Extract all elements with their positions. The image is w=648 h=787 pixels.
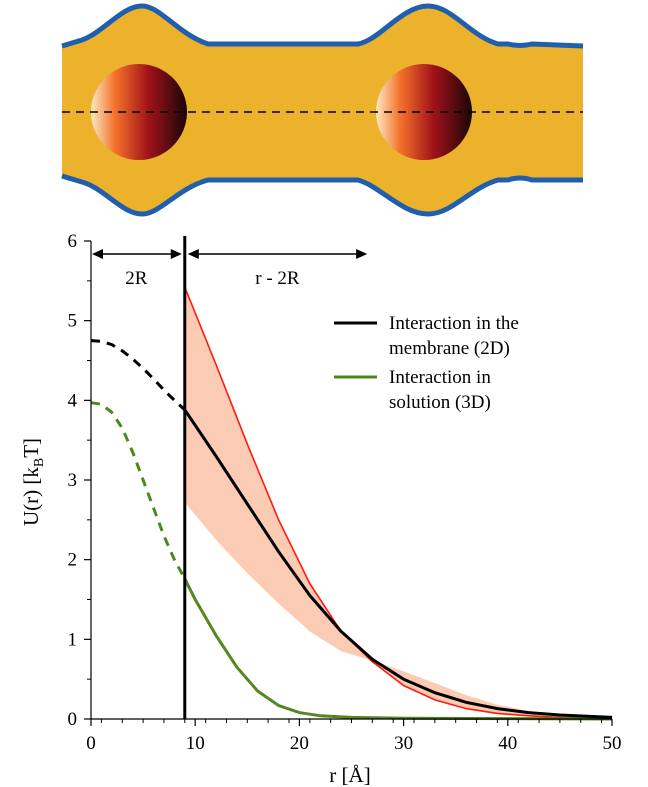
span-r-minus-2r-arrowhead-left (187, 249, 199, 259)
y-tick-label: 6 (68, 231, 78, 252)
x-tick-label: 10 (186, 733, 205, 754)
series-layer (90, 236, 613, 721)
legend-label-0-0: Interaction in the (389, 313, 519, 334)
membrane-top-edge (61, 3, 584, 49)
band-layer (184, 287, 613, 719)
series-2d-line (183, 409, 613, 719)
axes-layer: 0 10 20 30 40 50 0 1 2 3 4 5 6 r [Å] U(r) [kBT] (19, 231, 622, 787)
series-upper-bound-line (184, 286, 613, 719)
y-tick-label: 5 (68, 311, 78, 332)
legend-label-1-0: Interaction in (389, 367, 491, 388)
x-tick-label: 20 (290, 733, 309, 754)
legend: Interaction in the membrane (2D) Interacti… (334, 313, 519, 413)
protein-right (376, 64, 472, 160)
y-axis-label: U(r) [kBT] (19, 438, 47, 526)
y-tick-label: 4 (68, 390, 78, 411)
y-tick-label: 2 (68, 550, 78, 571)
x-tick-label: 30 (394, 733, 413, 754)
uncertainty-band (184, 287, 613, 719)
series-3d-dashed-line (90, 401, 187, 580)
membrane-illustration (61, 3, 584, 217)
membrane-body (62, 6, 583, 214)
series-3d-line (183, 578, 613, 721)
x-tick-label: 50 (603, 733, 622, 754)
x-axis-label: r [Å] (329, 763, 370, 787)
annotation-layer: 2R r - 2R (92, 249, 368, 289)
legend-label-1-1: solution (3D) (389, 392, 491, 413)
span-r-minus-2r-arrowhead-right (356, 249, 368, 259)
span-r-minus-2r-label: r - 2R (255, 268, 300, 289)
y-tick-label: 3 (68, 470, 78, 491)
span-2r-arrowhead-right (170, 249, 182, 259)
series-3d-overlay-line (184, 578, 613, 720)
span-2r-label: 2R (125, 268, 148, 289)
chart: 0 10 20 30 40 50 0 1 2 3 4 5 6 r [Å] U(r) [kBT] 2R r - … (19, 231, 622, 787)
x-tick-label: 40 (498, 733, 517, 754)
legend-label-0-1: membrane (2D) (389, 338, 510, 359)
x-tick-label: 0 (86, 733, 96, 754)
membrane-bottom-edge (61, 173, 583, 217)
y-tick-label: 0 (68, 709, 78, 730)
y-tick-label: 1 (68, 629, 78, 650)
series-2d-dashed-line (90, 339, 186, 412)
span-2r-arrowhead-left (92, 249, 103, 259)
